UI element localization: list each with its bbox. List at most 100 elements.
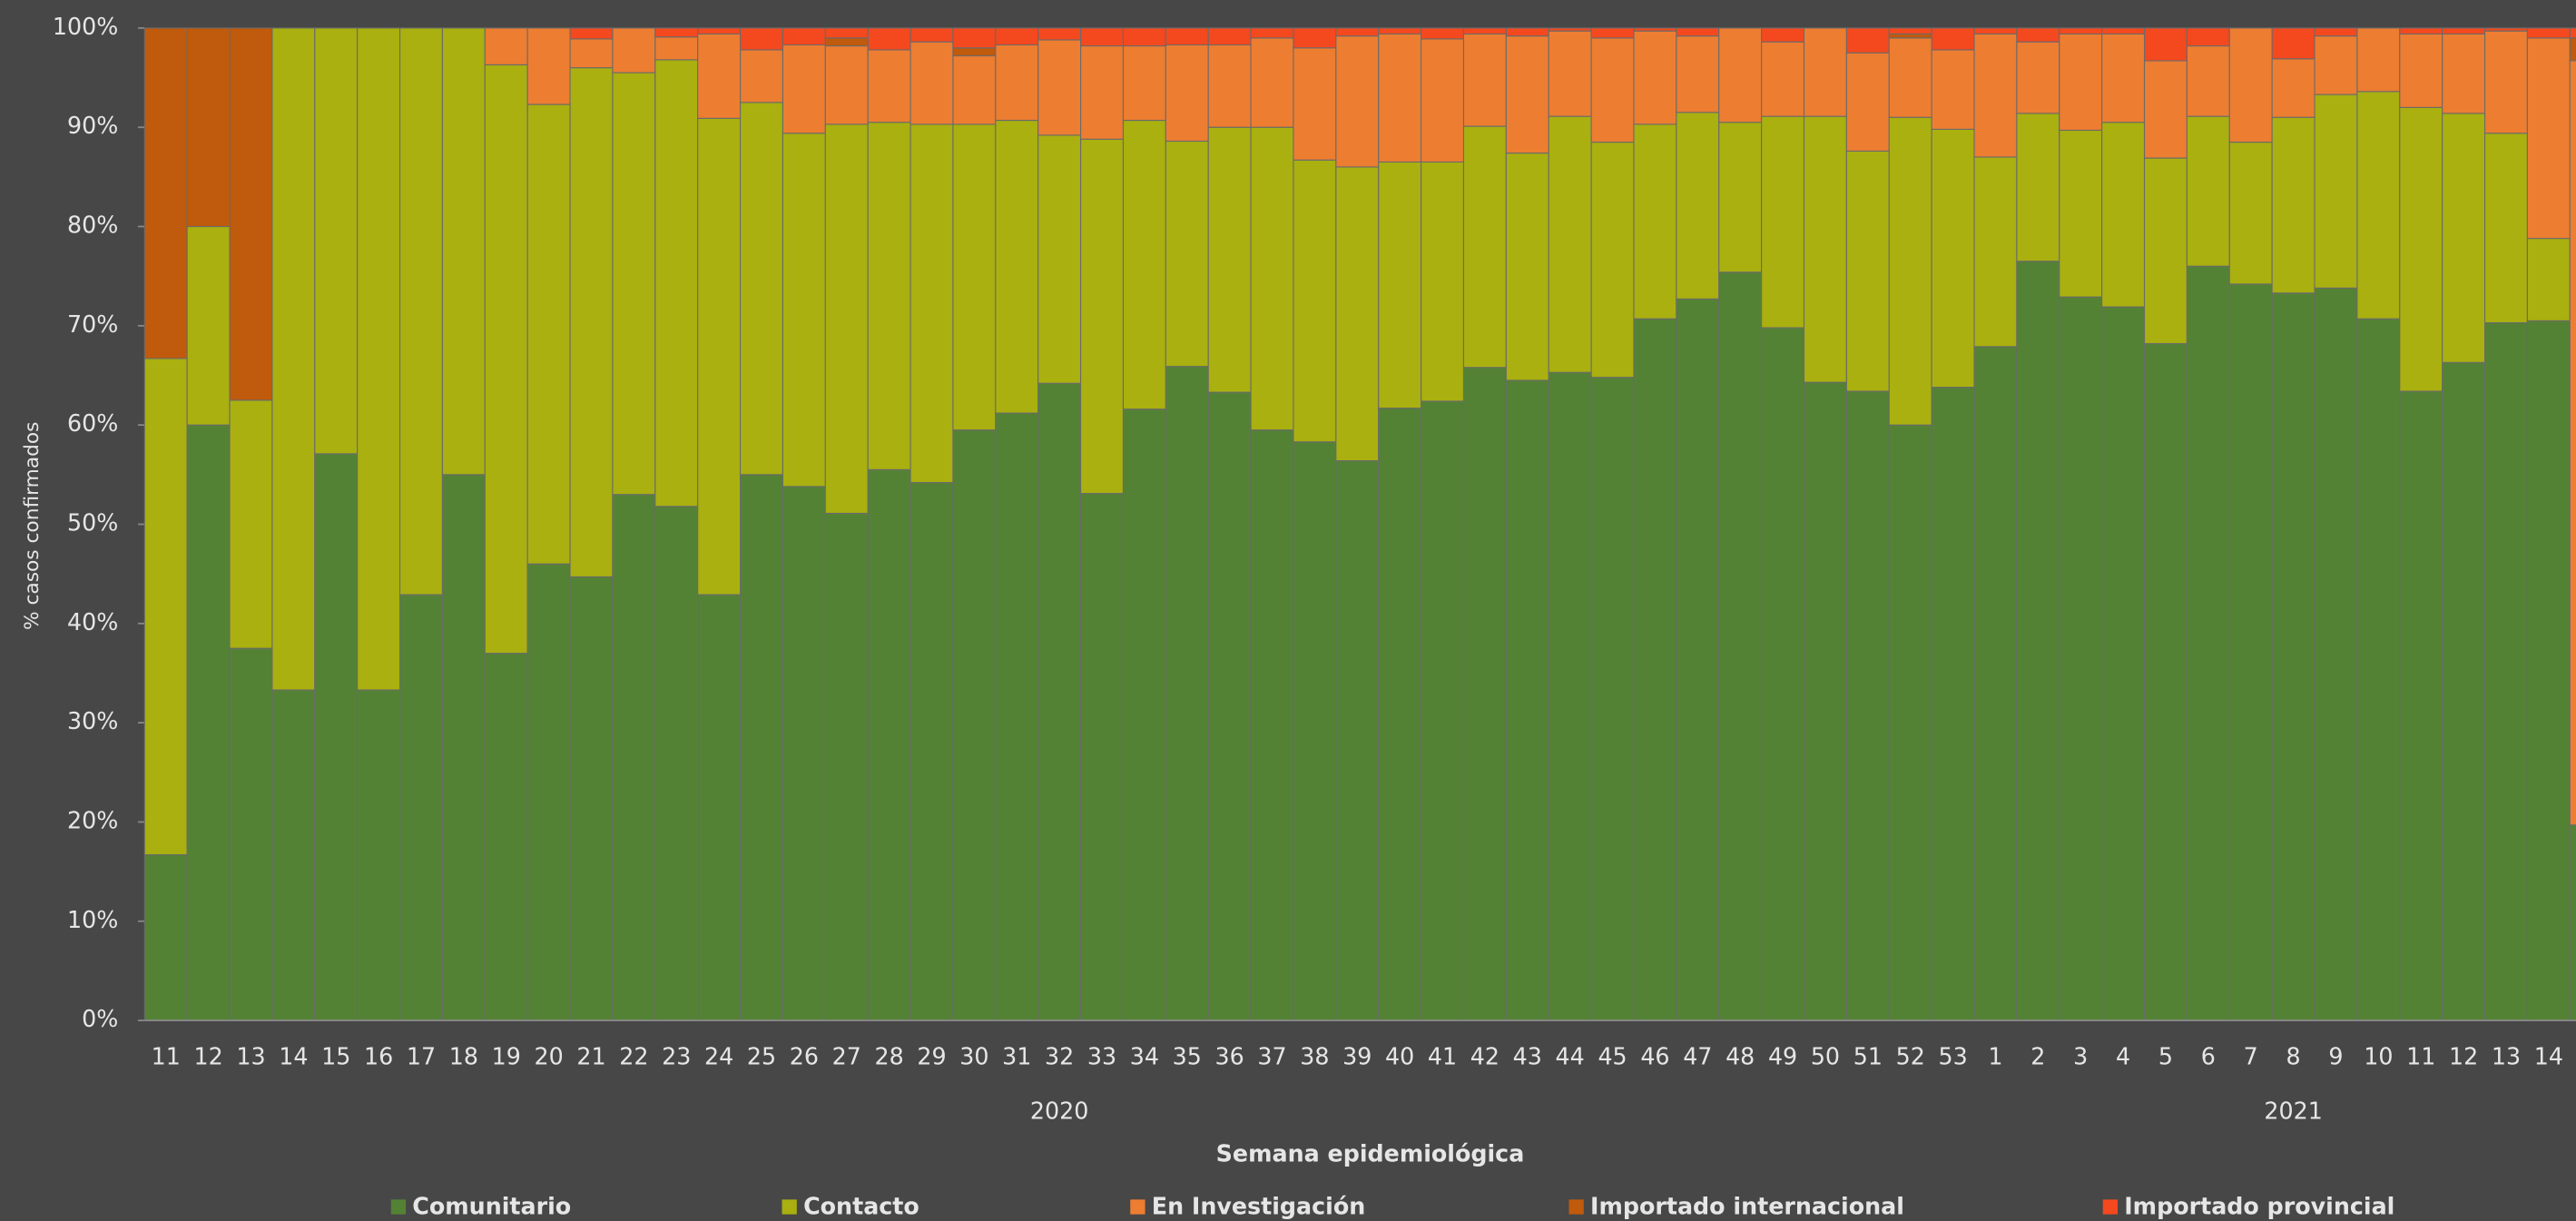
bar-segment bbox=[2526, 320, 2571, 1021]
bar-segment bbox=[1590, 377, 1635, 1021]
x-tick-label: 23 bbox=[662, 1043, 691, 1070]
bar-segment bbox=[952, 27, 997, 49]
bar-segment bbox=[1378, 408, 1422, 1021]
bar-segment bbox=[867, 468, 911, 1021]
x-tick-label: 22 bbox=[619, 1043, 648, 1070]
x-tick-label: 34 bbox=[1130, 1043, 1159, 1070]
legend-label: Importado internacional bbox=[1590, 1192, 1904, 1219]
bar-segment bbox=[1207, 126, 1252, 393]
bar-segment bbox=[1037, 382, 1082, 1021]
bar-segment bbox=[2526, 37, 2571, 240]
bar-segment bbox=[1207, 27, 1252, 46]
bar-segment bbox=[909, 41, 954, 125]
bar-segment bbox=[1207, 391, 1252, 1021]
bar-segment bbox=[2484, 133, 2528, 324]
bar-segment bbox=[314, 27, 359, 455]
legend-label: Comunitario bbox=[412, 1192, 571, 1219]
y-axis-label: % casos confirmados bbox=[21, 422, 44, 631]
bar-segment bbox=[484, 653, 528, 1021]
x-tick-label: 18 bbox=[449, 1043, 478, 1070]
bar-segment bbox=[612, 27, 656, 74]
bar-segment bbox=[1122, 45, 1166, 122]
bar-segment bbox=[484, 64, 528, 655]
y-tick-label: 20% bbox=[67, 806, 118, 833]
legend-swatch bbox=[390, 1199, 407, 1215]
bar-segment bbox=[1037, 134, 1082, 384]
bar-segment bbox=[1590, 37, 1635, 143]
y-tick-label: 30% bbox=[67, 707, 118, 734]
bar-segment bbox=[1122, 409, 1166, 1021]
bar-segment bbox=[526, 27, 571, 105]
bar-segment bbox=[1165, 366, 1209, 1021]
bar-segment bbox=[1845, 390, 1890, 1021]
bar-segment bbox=[1931, 387, 1975, 1021]
bar-segment bbox=[2526, 27, 2571, 39]
bar-segment bbox=[612, 72, 656, 496]
x-tick-label: 15 bbox=[321, 1043, 350, 1070]
bar-segment bbox=[1888, 33, 1932, 39]
bar-segment bbox=[2314, 35, 2358, 95]
bar-segment bbox=[1548, 27, 1592, 32]
x-tick-label: 39 bbox=[1342, 1043, 1372, 1070]
y-tick-label: 0% bbox=[82, 1005, 118, 1032]
bar-segment bbox=[697, 117, 742, 596]
bar-segment bbox=[569, 576, 614, 1021]
bar-segment bbox=[1421, 400, 1465, 1021]
x-tick-label: 46 bbox=[1640, 1043, 1669, 1070]
bar-segment bbox=[952, 429, 997, 1021]
x-tick-label: 2 bbox=[2030, 1043, 2045, 1070]
bar-segment bbox=[1590, 27, 1635, 39]
x-tick-label: 21 bbox=[576, 1043, 605, 1070]
x-tick-label: 30 bbox=[959, 1043, 988, 1070]
bar-segment bbox=[1335, 459, 1380, 1021]
bar-segment bbox=[2442, 33, 2486, 114]
bar-segment bbox=[2569, 60, 2576, 826]
bar-segment bbox=[1293, 441, 1337, 1021]
x-tick-label: 51 bbox=[1853, 1043, 1883, 1070]
x-tick-label: 43 bbox=[1513, 1043, 1542, 1070]
bar-segment bbox=[2356, 318, 2401, 1021]
bar-segment bbox=[2186, 265, 2230, 1021]
y-tick-label: 80% bbox=[67, 212, 118, 239]
x-group-label: 2020 bbox=[1030, 1097, 1088, 1124]
bar-segment bbox=[1633, 318, 1677, 1021]
bar-segment bbox=[2143, 60, 2188, 159]
bar-segment bbox=[398, 594, 443, 1021]
bar-segment bbox=[2016, 41, 2060, 114]
bar-segment bbox=[314, 453, 359, 1021]
bar-segment bbox=[1250, 37, 1294, 128]
bar-segment bbox=[2484, 27, 2528, 32]
bar-segment bbox=[1548, 30, 1592, 117]
bar-segment bbox=[1250, 27, 1294, 39]
x-tick-label: 17 bbox=[407, 1043, 436, 1070]
legend-swatch bbox=[782, 1199, 797, 1215]
bar-segment bbox=[2271, 116, 2315, 294]
bar-segment bbox=[697, 27, 742, 34]
x-tick-label: 47 bbox=[1683, 1043, 1712, 1070]
bar-segment bbox=[1931, 128, 1975, 389]
x-tick-label: 20 bbox=[534, 1043, 563, 1070]
bar-segment bbox=[1462, 27, 1507, 34]
x-tick-label: 14 bbox=[2534, 1043, 2563, 1070]
x-tick-label: 48 bbox=[1726, 1043, 1755, 1070]
bar-segment bbox=[2101, 122, 2146, 308]
x-tick-label: 50 bbox=[1811, 1043, 1840, 1070]
bar-segment bbox=[2059, 27, 2103, 34]
bar-segment bbox=[1973, 33, 2018, 158]
bar-segment bbox=[186, 424, 231, 1021]
bar-segment bbox=[1378, 161, 1422, 409]
bar-segment bbox=[654, 36, 699, 61]
x-tick-label: 19 bbox=[492, 1043, 521, 1070]
bar-segment bbox=[1761, 327, 1805, 1021]
bar-segment bbox=[2143, 342, 2188, 1021]
bar-segment bbox=[654, 506, 699, 1021]
bar-segment bbox=[229, 647, 273, 1021]
legend-label: Importado provincial bbox=[2124, 1192, 2394, 1219]
x-tick-label: 37 bbox=[1257, 1043, 1286, 1070]
bar-segment bbox=[1505, 153, 1549, 381]
x-tick-label: 44 bbox=[1556, 1043, 1585, 1070]
bar-segment bbox=[1421, 38, 1465, 162]
bar-segment bbox=[740, 27, 783, 51]
bar-segment bbox=[1037, 27, 1082, 41]
bar-segment bbox=[2271, 27, 2315, 60]
